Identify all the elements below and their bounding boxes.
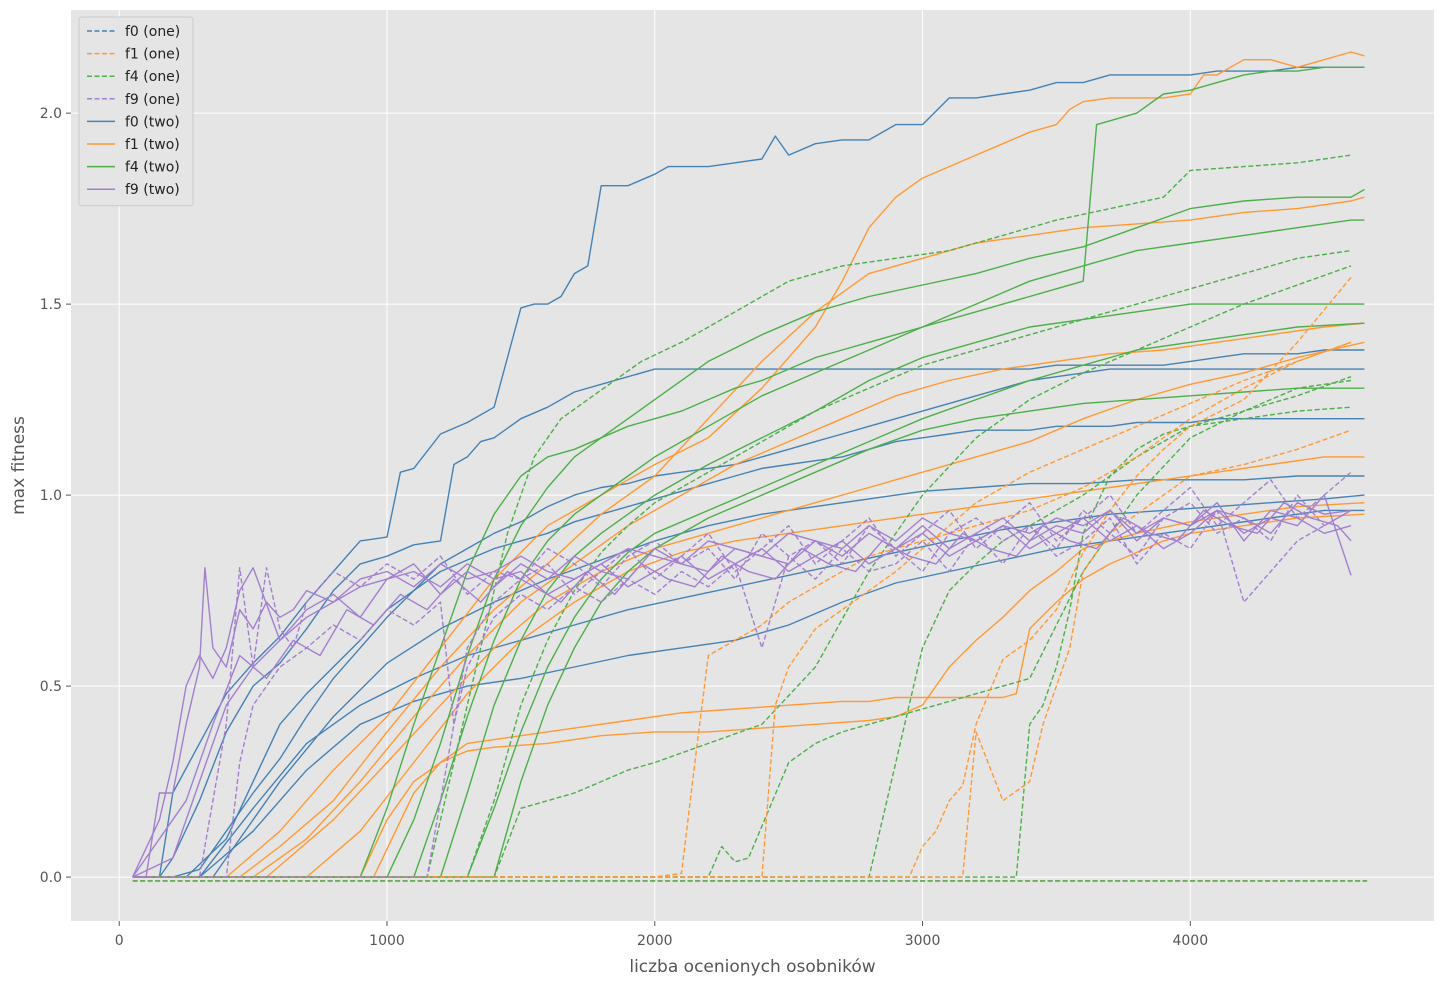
x-axis-label: liczba ocenionych osobników <box>629 957 875 977</box>
y-tick-label: 2.0 <box>40 106 62 122</box>
y-tick-label: 1.0 <box>40 488 62 504</box>
series-line <box>132 502 1365 878</box>
series-lines <box>131 51 1368 882</box>
series-line <box>132 509 1352 878</box>
x-tick-label: 0 <box>115 933 124 949</box>
series-line <box>132 322 1365 878</box>
y-tick-label: 0.0 <box>40 870 62 886</box>
y-tick-label: 0.5 <box>40 679 62 695</box>
series-line <box>132 368 1365 878</box>
series-line <box>132 341 1352 878</box>
series-line <box>132 509 1365 878</box>
series-line <box>132 265 1352 878</box>
series-line <box>132 51 1365 878</box>
series-line <box>132 341 1365 878</box>
legend: f0 (one) f1 (one) f4 (one) f9 (one) f0 (two)… <box>78 16 194 207</box>
series-line <box>132 429 1352 878</box>
y-tick-label: 1.5 <box>40 297 62 313</box>
series-line <box>132 303 1365 878</box>
series-line <box>132 249 1352 878</box>
x-tick-label: 3000 <box>905 933 941 949</box>
axis-ticks: 0 1000 2000 3000 4000 0.0 0.5 1.0 1.5 2.0 <box>40 106 1208 949</box>
series-line <box>132 475 1365 878</box>
x-tick-label: 1000 <box>369 933 405 949</box>
legend-box <box>78 16 194 207</box>
legend-label: f4 (one) <box>125 69 180 85</box>
series-line <box>132 154 1352 878</box>
series-line <box>132 341 1352 878</box>
legend-label: f0 (one) <box>125 24 180 40</box>
series-line <box>132 379 1352 878</box>
series-line <box>132 219 1365 878</box>
series-line <box>132 66 1365 878</box>
legend-label: f9 (two) <box>125 182 180 198</box>
series-line <box>132 387 1365 878</box>
series-line <box>132 66 1365 878</box>
series-line <box>132 322 1365 878</box>
legend-label: f0 (two) <box>125 114 180 130</box>
legend-label: f1 (one) <box>125 47 180 63</box>
series-line <box>132 349 1365 878</box>
series-line <box>132 513 1365 878</box>
series-line <box>132 502 1352 878</box>
series-line <box>132 502 1352 878</box>
legend-label: f4 (two) <box>125 160 180 176</box>
series-line <box>132 276 1352 878</box>
plot-area <box>71 10 1434 921</box>
series-line <box>132 456 1365 878</box>
y-axis-label: max fitness <box>9 416 29 515</box>
series-line <box>132 494 1352 878</box>
series-line <box>132 196 1365 878</box>
legend-label: f9 (one) <box>125 92 180 108</box>
legend-label: f1 (two) <box>125 137 180 153</box>
series-line <box>132 494 1365 878</box>
x-tick-label: 4000 <box>1172 933 1208 949</box>
x-tick-label: 2000 <box>637 933 673 949</box>
series-line <box>132 406 1352 878</box>
series-line <box>132 188 1365 878</box>
